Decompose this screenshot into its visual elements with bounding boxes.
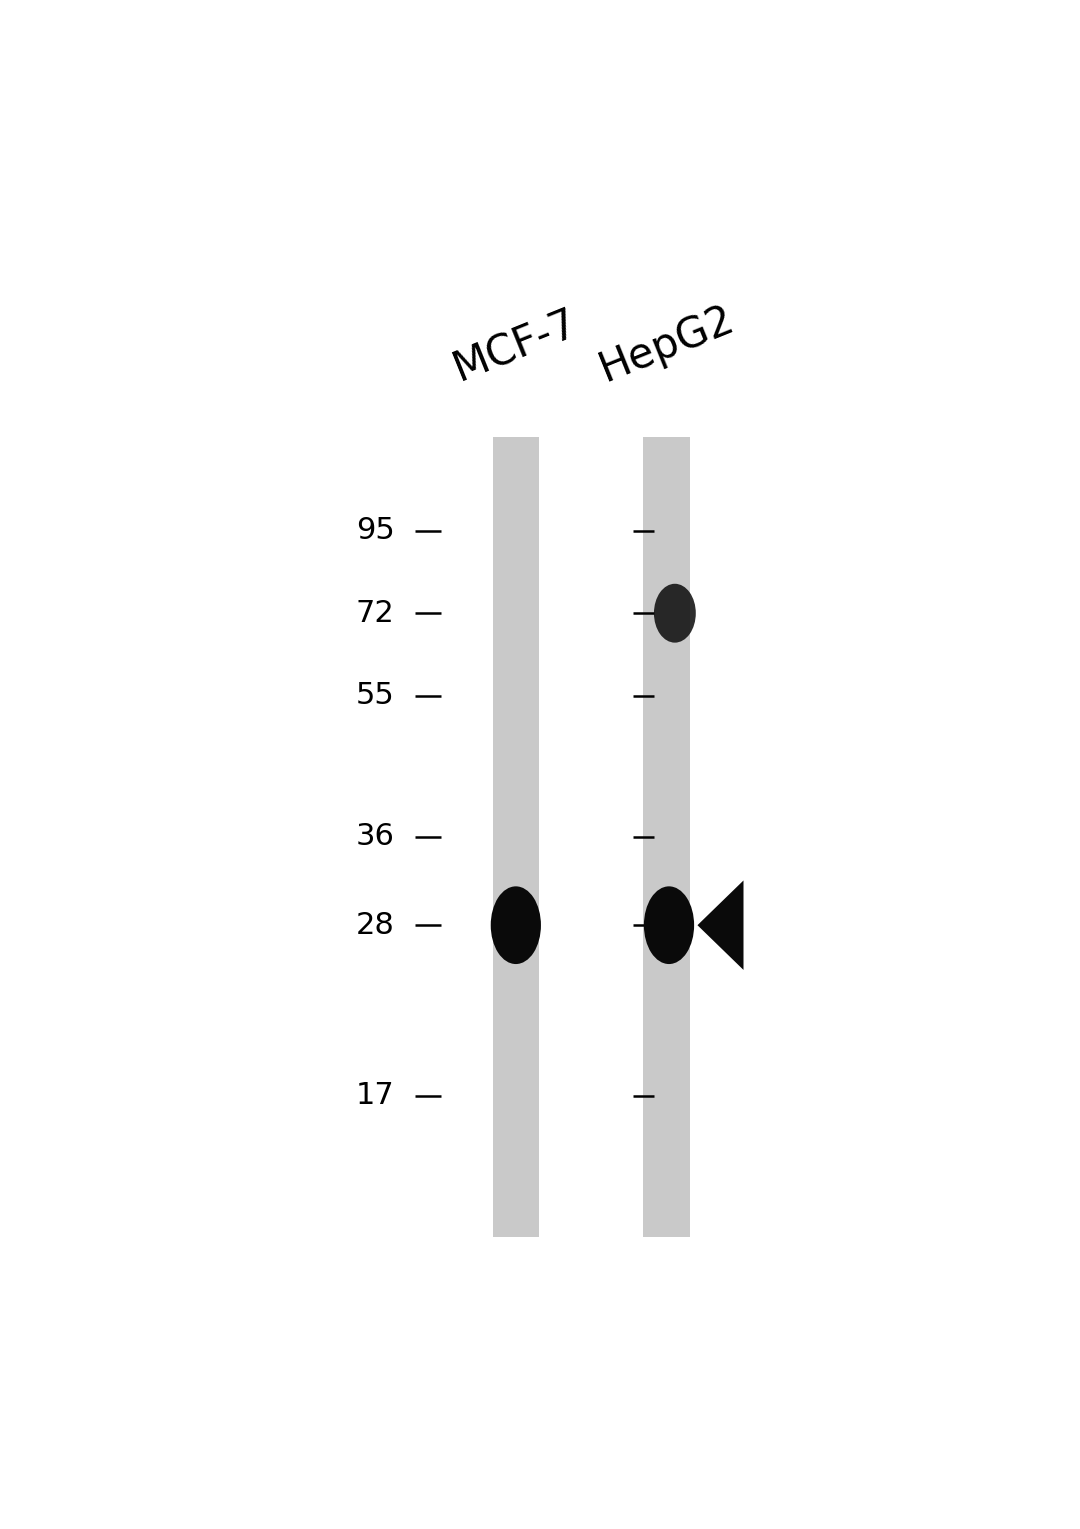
Ellipse shape <box>644 887 694 965</box>
Text: 28: 28 <box>355 911 394 940</box>
Text: MCF-7: MCF-7 <box>447 301 584 390</box>
Bar <box>644 437 689 1237</box>
Text: 95: 95 <box>355 517 394 546</box>
Text: 55: 55 <box>355 680 394 709</box>
Polygon shape <box>698 881 743 969</box>
Ellipse shape <box>654 584 696 642</box>
Text: 36: 36 <box>355 823 394 852</box>
Bar <box>492 437 539 1237</box>
Text: 17: 17 <box>355 1081 394 1110</box>
Text: 72: 72 <box>355 599 394 628</box>
Text: HepG2: HepG2 <box>593 297 740 390</box>
Ellipse shape <box>490 887 541 965</box>
